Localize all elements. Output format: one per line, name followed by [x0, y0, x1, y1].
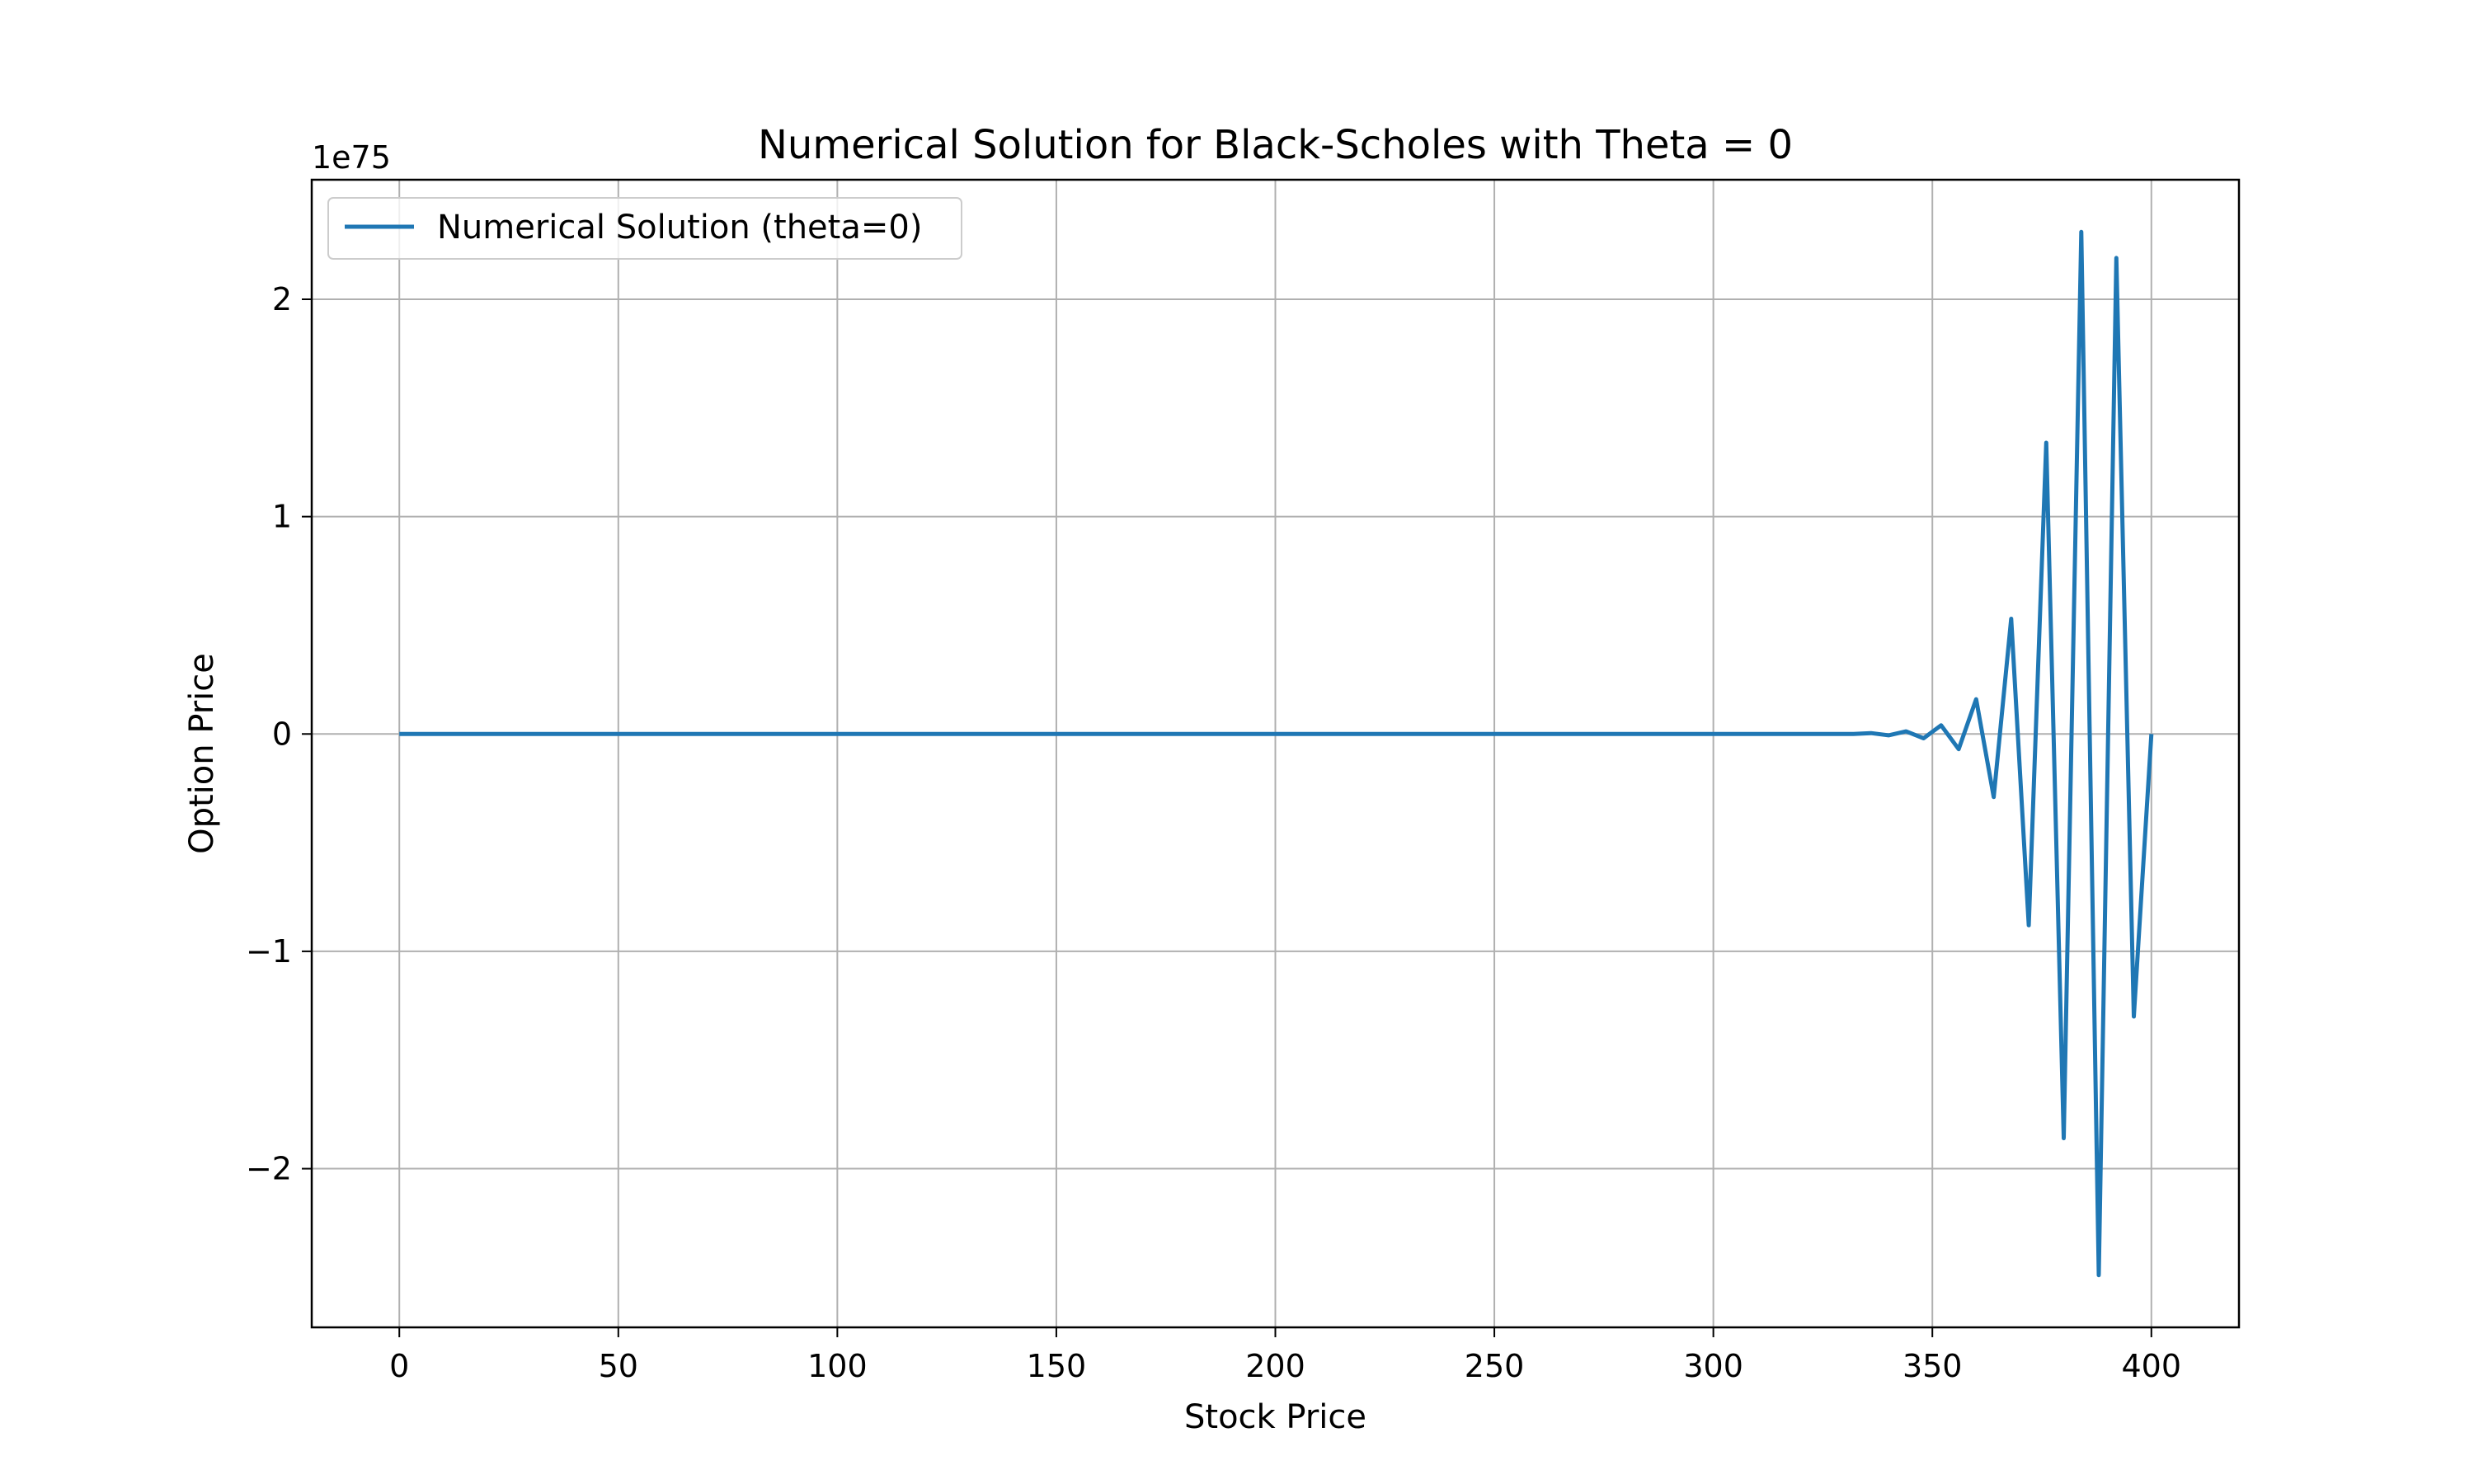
x-tick-label: 50: [599, 1348, 638, 1384]
x-axis-label: Stock Price: [1184, 1398, 1366, 1436]
legend-box: [327, 197, 962, 260]
x-tick-label: 400: [2122, 1348, 2182, 1384]
x-tick-label: 0: [389, 1348, 409, 1384]
y-tick-label: 1: [272, 499, 292, 535]
y-tick-label: −1: [246, 933, 292, 970]
y-axis: −2 −1 0 1 2: [246, 281, 312, 1187]
y-tick-label: −2: [246, 1151, 292, 1187]
plot-area: [399, 229, 2154, 1278]
x-tick-label: 300: [1683, 1348, 1743, 1384]
x-tick-label: 100: [807, 1348, 868, 1384]
x-tick-label: 250: [1465, 1348, 1525, 1384]
legend-entry-label: Numerical Solution (theta=0): [437, 209, 922, 247]
y-axis-label: Option Price: [183, 653, 221, 854]
y-tick-label: 2: [272, 281, 292, 317]
legend: Numerical Solution (theta=0): [327, 197, 962, 260]
x-axis: 0 50 100 150 200 250 300 350 400: [389, 1327, 2181, 1384]
x-tick-label: 150: [1027, 1348, 1087, 1384]
y-tick-label: 0: [272, 716, 292, 752]
y-axis-offset-label: 1e75: [312, 139, 391, 176]
grid: [312, 180, 2239, 1327]
series-line-0: [399, 229, 2154, 1278]
x-tick-label: 350: [1903, 1348, 1963, 1384]
x-tick-label: 200: [1245, 1348, 1305, 1384]
chart-title: Numerical Solution for Black-Scholes wit…: [758, 122, 1793, 168]
